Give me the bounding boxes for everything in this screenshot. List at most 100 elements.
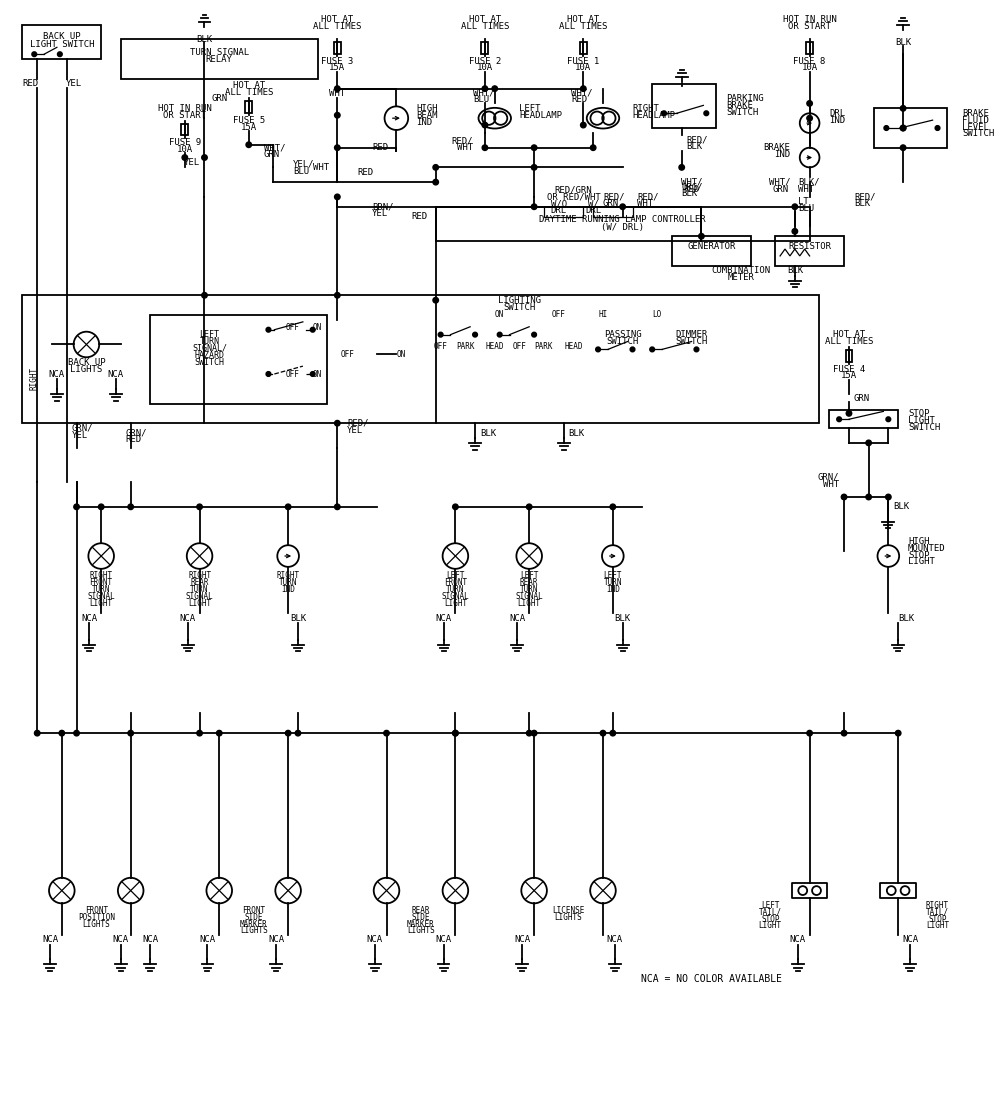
Text: NCA: NCA — [509, 614, 525, 623]
Text: IND: IND — [281, 585, 295, 594]
Circle shape — [32, 52, 36, 57]
Circle shape — [453, 730, 458, 735]
Circle shape — [581, 123, 586, 128]
Circle shape — [197, 504, 202, 510]
Text: LIGHT: LIGHT — [759, 922, 782, 931]
Bar — [245, 102, 252, 113]
Text: STOP: STOP — [908, 550, 930, 559]
Circle shape — [531, 145, 537, 151]
Text: LIGHT: LIGHT — [90, 599, 113, 608]
Circle shape — [433, 180, 438, 185]
Text: NCA: NCA — [607, 935, 623, 944]
Text: RESISTOR: RESISTOR — [788, 241, 831, 251]
Text: COMBINATION: COMBINATION — [711, 267, 770, 276]
Circle shape — [433, 165, 438, 170]
Text: LIGHT: LIGHT — [188, 599, 211, 608]
Bar — [22, 296, 819, 423]
Text: RIGHT: RIGHT — [90, 571, 113, 580]
Text: WHT: WHT — [457, 143, 473, 152]
Text: FRONT: FRONT — [242, 906, 265, 915]
Text: STOP: STOP — [761, 915, 780, 924]
Text: LIGHTS: LIGHTS — [240, 926, 268, 935]
Bar — [846, 350, 852, 362]
Text: BEAM: BEAM — [416, 110, 438, 119]
Text: BLK: BLK — [569, 429, 585, 437]
Text: IND: IND — [416, 117, 432, 126]
Text: TURN SIGNAL: TURN SIGNAL — [190, 48, 249, 57]
Text: SWITCH: SWITCH — [726, 108, 758, 117]
Text: ALL TIMES: ALL TIMES — [825, 337, 873, 346]
Text: LEFT: LEFT — [761, 901, 780, 910]
Text: DRL: DRL — [585, 206, 601, 215]
Text: BRN/: BRN/ — [372, 202, 393, 211]
Circle shape — [841, 730, 847, 735]
Text: LIGHT SWITCH: LIGHT SWITCH — [30, 40, 94, 49]
Circle shape — [128, 504, 133, 510]
Text: RED/: RED/ — [347, 418, 369, 427]
Text: BRAKE: BRAKE — [962, 108, 989, 118]
Circle shape — [128, 730, 133, 735]
Text: HOT AT: HOT AT — [233, 81, 265, 90]
Text: RED/: RED/ — [854, 192, 875, 201]
Circle shape — [98, 504, 104, 510]
Text: SIGNAL: SIGNAL — [442, 591, 469, 600]
Circle shape — [59, 730, 65, 735]
Text: BLK: BLK — [682, 190, 698, 199]
Text: HOT IN RUN: HOT IN RUN — [158, 104, 212, 113]
Text: REAR: REAR — [520, 578, 538, 587]
Text: HOT AT: HOT AT — [567, 16, 599, 25]
Circle shape — [498, 333, 502, 337]
Text: BLK: BLK — [687, 142, 703, 151]
Text: FUSE 2: FUSE 2 — [469, 57, 501, 66]
Circle shape — [581, 86, 586, 92]
Bar — [22, 25, 101, 59]
Circle shape — [630, 347, 635, 352]
Text: ORG/: ORG/ — [682, 183, 703, 192]
Text: ALL TIMES: ALL TIMES — [313, 22, 362, 31]
Text: RIGHT: RIGHT — [633, 104, 659, 113]
Text: HAZARD: HAZARD — [194, 350, 224, 359]
Text: LIGHTS: LIGHTS — [70, 365, 103, 374]
Circle shape — [531, 204, 537, 210]
Text: BRAKE: BRAKE — [726, 100, 753, 109]
Bar — [874, 108, 947, 147]
Circle shape — [311, 328, 315, 331]
Text: DIMMER: DIMMER — [675, 330, 708, 339]
Text: GRN: GRN — [772, 184, 788, 193]
Text: ALL TIMES: ALL TIMES — [559, 22, 607, 31]
Text: YEL: YEL — [72, 431, 88, 440]
Text: HOT AT: HOT AT — [469, 16, 501, 25]
Circle shape — [884, 126, 889, 131]
Text: YEL: YEL — [183, 158, 200, 167]
Circle shape — [482, 145, 488, 151]
Circle shape — [266, 328, 271, 331]
Text: 15A: 15A — [241, 123, 257, 132]
Text: 15A: 15A — [841, 372, 857, 381]
Circle shape — [679, 165, 684, 170]
Text: LIGHT: LIGHT — [444, 599, 467, 608]
Text: 10A: 10A — [477, 64, 493, 73]
Text: OFF: OFF — [286, 324, 300, 333]
Circle shape — [202, 292, 207, 298]
Text: 10A: 10A — [802, 64, 818, 73]
Text: NCA: NCA — [108, 369, 124, 378]
Text: RED: RED — [571, 95, 588, 104]
Text: FRONT: FRONT — [85, 906, 108, 915]
Text: GRN: GRN — [854, 394, 870, 403]
Text: RELAY: RELAY — [206, 55, 233, 64]
Text: NCA: NCA — [367, 935, 383, 944]
Text: TURN: TURN — [279, 578, 297, 587]
Text: WHT: WHT — [798, 184, 814, 193]
Text: NCA: NCA — [436, 614, 452, 623]
Circle shape — [384, 730, 389, 735]
Text: RED/: RED/ — [637, 192, 659, 201]
Text: NCA: NCA — [902, 935, 918, 944]
Circle shape — [866, 440, 871, 445]
Text: WHT/: WHT/ — [473, 88, 495, 97]
Circle shape — [866, 494, 871, 500]
Circle shape — [694, 347, 699, 352]
Text: BLK: BLK — [854, 200, 870, 209]
Circle shape — [335, 145, 340, 151]
Text: FUSE 4: FUSE 4 — [833, 365, 865, 374]
Text: RED: RED — [683, 184, 700, 193]
